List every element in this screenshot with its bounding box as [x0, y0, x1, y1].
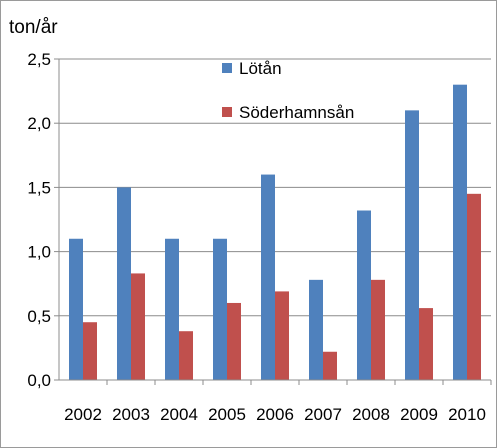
legend: Lötån Söderhamnsån — [222, 59, 354, 122]
legend-swatch — [222, 107, 232, 117]
y-tick-label: 2,5 — [27, 50, 51, 69]
y-tick-label: 2,0 — [27, 114, 51, 133]
legend-label: Söderhamnsån — [239, 103, 354, 122]
x-tick-label: 2006 — [256, 405, 294, 424]
x-tick-labels: 2002 2003 2004 2005 2006 2007 2008 2009 2010 — [64, 405, 486, 424]
legend-swatch — [222, 63, 232, 73]
bar-series2 — [83, 322, 97, 380]
axes — [54, 58, 492, 385]
x-tick-label: 2007 — [304, 405, 342, 424]
x-tick-label: 2004 — [160, 405, 198, 424]
bar-series1 — [453, 84, 467, 381]
bar-series2 — [227, 302, 241, 380]
bar-series2 — [371, 279, 385, 380]
y-tick-labels: 0,0 0,5 1,0 1,5 2,0 2,5 — [27, 50, 51, 390]
bar-series1 — [405, 110, 419, 381]
bar-series1 — [309, 279, 323, 380]
y-tick-label: 1,5 — [27, 178, 51, 197]
x-tick-label: 2002 — [64, 405, 102, 424]
bar-series2 — [419, 308, 433, 380]
bar-series1 — [261, 174, 275, 380]
x-tick-label: 2009 — [400, 405, 438, 424]
y-axis-title: ton/år — [9, 17, 58, 38]
bar-series2 — [131, 273, 145, 380]
y-tick-label: 1,0 — [27, 243, 51, 262]
bar-series1 — [117, 187, 131, 380]
bars — [69, 84, 481, 381]
bar-series1 — [357, 210, 371, 380]
bar-series1 — [69, 238, 83, 380]
legend-label: Lötån — [239, 59, 282, 78]
x-tick-label: 2010 — [448, 405, 486, 424]
x-tick-label: 2008 — [352, 405, 390, 424]
x-tick-label: 2003 — [112, 405, 150, 424]
y-tick-label: 0,5 — [27, 307, 51, 326]
bar-series2 — [323, 351, 337, 380]
bar-series1 — [165, 238, 179, 380]
y-tick-label: 0,0 — [27, 371, 51, 390]
bar-series1 — [213, 238, 227, 380]
x-tick-label: 2005 — [208, 405, 246, 424]
bar-series2 — [467, 193, 481, 380]
bar-series2 — [179, 331, 193, 380]
bar-series2 — [275, 291, 289, 380]
